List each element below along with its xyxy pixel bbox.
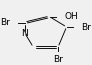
Text: N: N	[21, 28, 28, 38]
Text: OH: OH	[64, 12, 78, 21]
Text: Br: Br	[53, 55, 63, 64]
Text: Br: Br	[1, 18, 10, 27]
Text: Br: Br	[81, 22, 91, 32]
